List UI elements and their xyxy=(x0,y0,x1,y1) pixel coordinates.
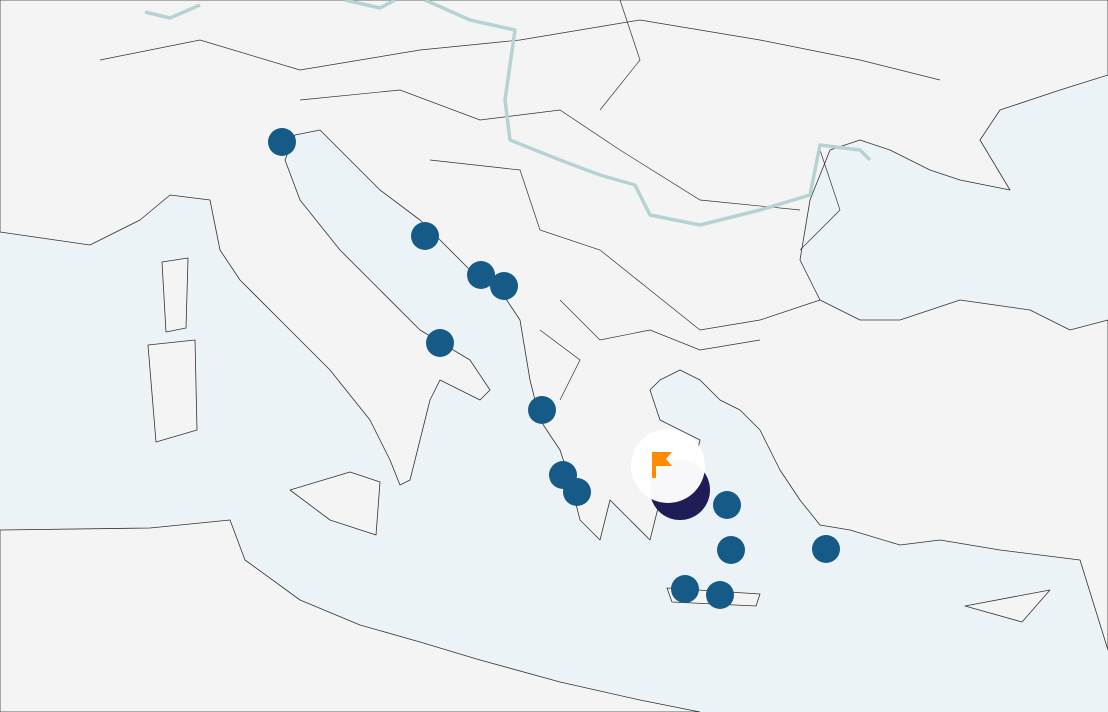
location-marker[interactable] xyxy=(717,536,745,564)
location-marker[interactable] xyxy=(490,272,518,300)
borders xyxy=(99,0,941,401)
location-marker[interactable] xyxy=(563,478,591,506)
land-corsica xyxy=(161,257,189,333)
rivers xyxy=(144,0,872,227)
land-sardinia xyxy=(147,339,198,443)
location-marker[interactable] xyxy=(528,396,556,424)
location-marker[interactable] xyxy=(706,581,734,609)
location-marker[interactable] xyxy=(713,491,741,519)
location-marker[interactable] xyxy=(467,261,495,289)
land-cyprus xyxy=(964,589,1051,623)
location-marker[interactable] xyxy=(812,535,840,563)
markers-layer xyxy=(268,128,840,609)
land-sicily xyxy=(289,471,381,536)
location-marker[interactable] xyxy=(268,128,296,156)
location-marker[interactable] xyxy=(671,575,699,603)
location-marker[interactable] xyxy=(411,222,439,250)
location-marker[interactable] xyxy=(426,329,454,357)
land-africa xyxy=(0,519,701,712)
selected-location[interactable] xyxy=(631,429,710,520)
flag-icon xyxy=(652,452,672,478)
land-europe xyxy=(0,0,1108,651)
